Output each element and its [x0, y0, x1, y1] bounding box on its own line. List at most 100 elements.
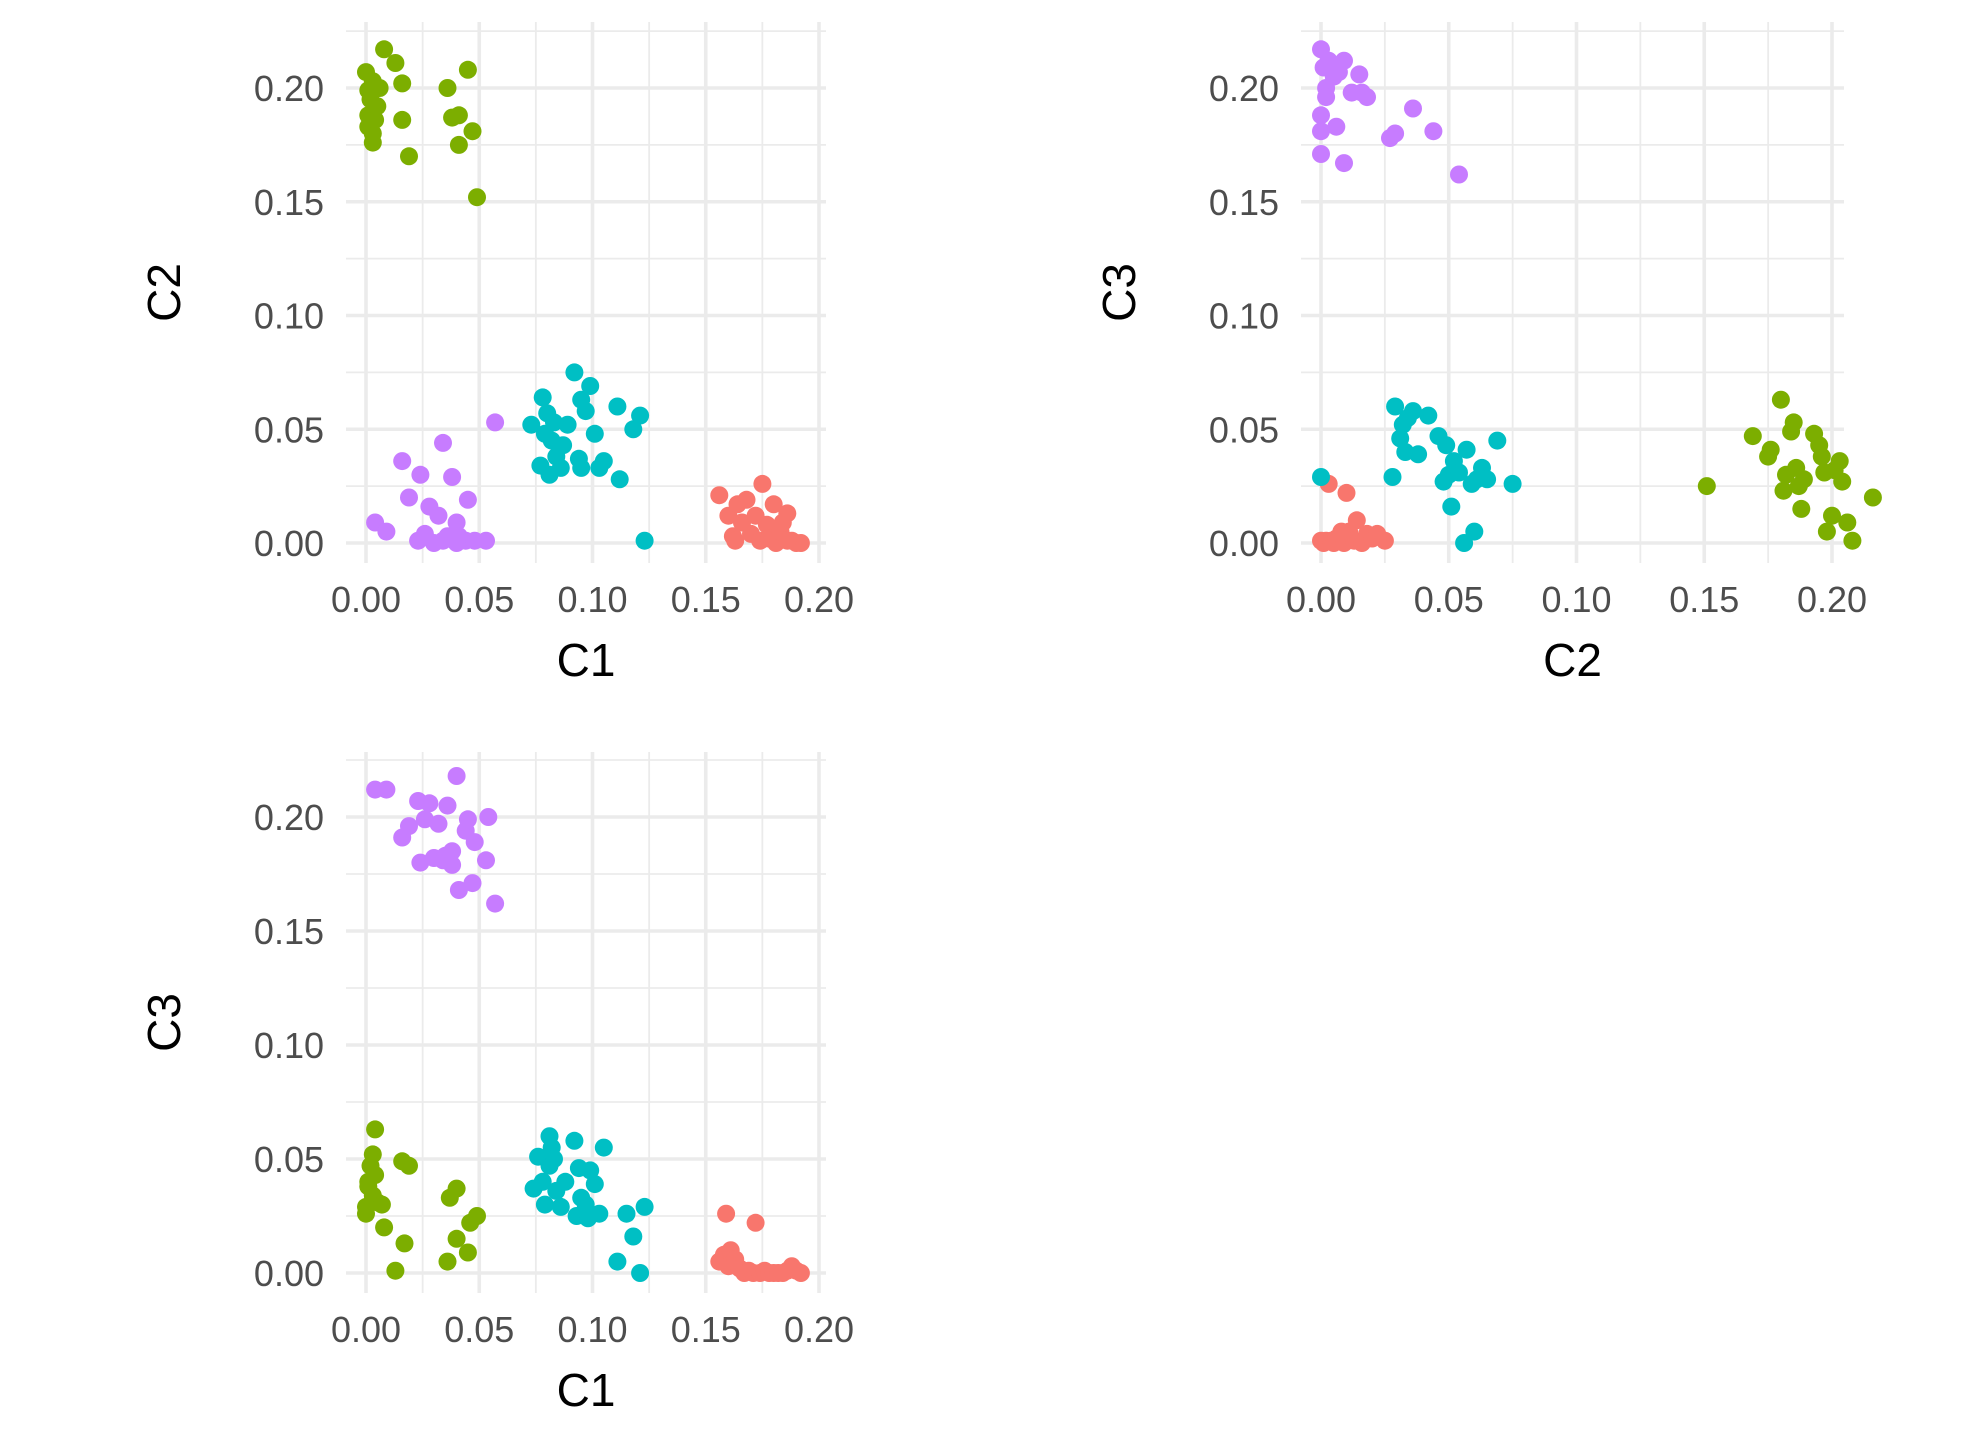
data-point [1830, 452, 1849, 471]
data-point [565, 1131, 584, 1150]
x-tick-label: 0.20 [784, 1309, 854, 1350]
data-point [366, 110, 385, 129]
data-point [370, 79, 389, 97]
data-point [545, 1150, 563, 1168]
data-point [778, 531, 797, 550]
x-tick-label: 0.20 [784, 579, 854, 620]
data-point [1327, 117, 1346, 136]
data-point [576, 402, 595, 421]
data-point [1386, 397, 1405, 416]
data-point [1771, 390, 1790, 409]
data-point [1404, 99, 1422, 118]
x-tick-label: 0.15 [671, 579, 741, 620]
data-point [415, 810, 434, 829]
panel-1: 0.000.00 0.05 0.05 0.10 0.10 0.15 0.15 0.20 0.20… [138, 22, 854, 686]
data-point [1784, 413, 1803, 432]
data-point [1743, 427, 1762, 446]
data-point [585, 1175, 604, 1194]
data-point [1450, 463, 1468, 482]
data-point [477, 851, 495, 870]
data-point [608, 1252, 627, 1271]
data-point [429, 814, 448, 833]
data-point [449, 135, 468, 154]
x-tick-label: 0.15 [671, 1309, 741, 1350]
data-point [449, 881, 468, 899]
data-point [458, 490, 477, 509]
x-tick-label: 0.00 [331, 1309, 401, 1350]
data-point [377, 780, 396, 799]
data-point [400, 147, 418, 166]
panel-3: 0.000.00 0.05 0.05 0.10 0.10 0.15 0.15 0.20 0.20… [138, 752, 854, 1416]
data-point [791, 534, 810, 552]
data-point [420, 794, 439, 813]
data-point [395, 1234, 414, 1253]
series-1 [710, 1204, 810, 1282]
data-point [594, 1138, 613, 1157]
data-point [1457, 440, 1476, 459]
data-point [551, 1197, 570, 1216]
x-axis-title: C1 [557, 1364, 616, 1416]
series-1 [710, 474, 810, 552]
x-tick-label: 0.00 [331, 579, 401, 620]
data-point [778, 504, 797, 523]
data-point [631, 1264, 650, 1282]
data-point [368, 97, 387, 116]
data-point [363, 1145, 382, 1164]
x-tick-label: 0.05 [444, 1309, 514, 1350]
series-3 [1312, 397, 1522, 552]
data-point [753, 474, 772, 493]
data-point [757, 515, 776, 534]
x-tick-label: 0.10 [1541, 579, 1611, 620]
data-point [486, 894, 505, 913]
data-point [556, 1172, 575, 1191]
data-point [1761, 440, 1780, 459]
y-tick-label: 0.10 [254, 1025, 324, 1066]
data-point [1335, 154, 1353, 173]
x-axis-title: C1 [557, 634, 616, 686]
data-point [1697, 477, 1716, 496]
data-point [477, 531, 495, 550]
data-point [1375, 531, 1394, 550]
x-tick-label: 0.10 [557, 579, 627, 620]
data-point [1838, 513, 1857, 532]
data-point [1383, 468, 1402, 486]
data-point [594, 452, 613, 471]
data-point [386, 54, 405, 72]
y-tick-label: 0.00 [254, 1253, 324, 1294]
x-tick-label: 0.10 [557, 1309, 627, 1350]
data-point [1312, 122, 1330, 141]
data-point [1350, 65, 1369, 84]
data-point [468, 1207, 486, 1225]
y-axis-title: C3 [138, 993, 190, 1052]
data-point [726, 531, 745, 550]
data-point [486, 413, 505, 432]
data-point [635, 1197, 654, 1216]
data-point [438, 796, 457, 815]
data-point [447, 513, 466, 532]
data-point [447, 767, 466, 785]
data-point [375, 40, 394, 59]
data-point [372, 1195, 391, 1214]
data-point [400, 488, 418, 507]
y-tick-label: 0.10 [254, 296, 324, 337]
data-point [581, 1161, 600, 1180]
data-point [400, 1156, 418, 1175]
data-point [1503, 474, 1522, 493]
data-point [710, 486, 729, 505]
y-axis-title: C3 [1093, 263, 1145, 322]
series-4 [366, 767, 505, 913]
panel-2: 0.000.00 0.05 0.05 0.10 0.10 0.15 0.15 0.20 0.20… [1093, 22, 1882, 686]
data-point [443, 468, 462, 486]
data-point [377, 522, 396, 541]
data-point [447, 534, 466, 552]
data-point [468, 188, 486, 207]
data-point [1450, 165, 1468, 184]
y-tick-label: 0.05 [254, 1139, 324, 1180]
data-point [1442, 497, 1461, 516]
data-point [438, 1252, 457, 1271]
data-point [1404, 402, 1422, 421]
data-point [366, 1166, 385, 1184]
data-point [1465, 522, 1484, 541]
data-point [1833, 472, 1852, 491]
